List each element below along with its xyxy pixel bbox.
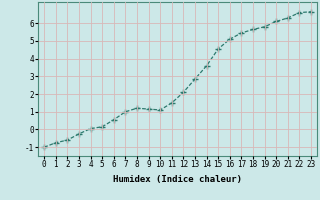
- X-axis label: Humidex (Indice chaleur): Humidex (Indice chaleur): [113, 175, 242, 184]
